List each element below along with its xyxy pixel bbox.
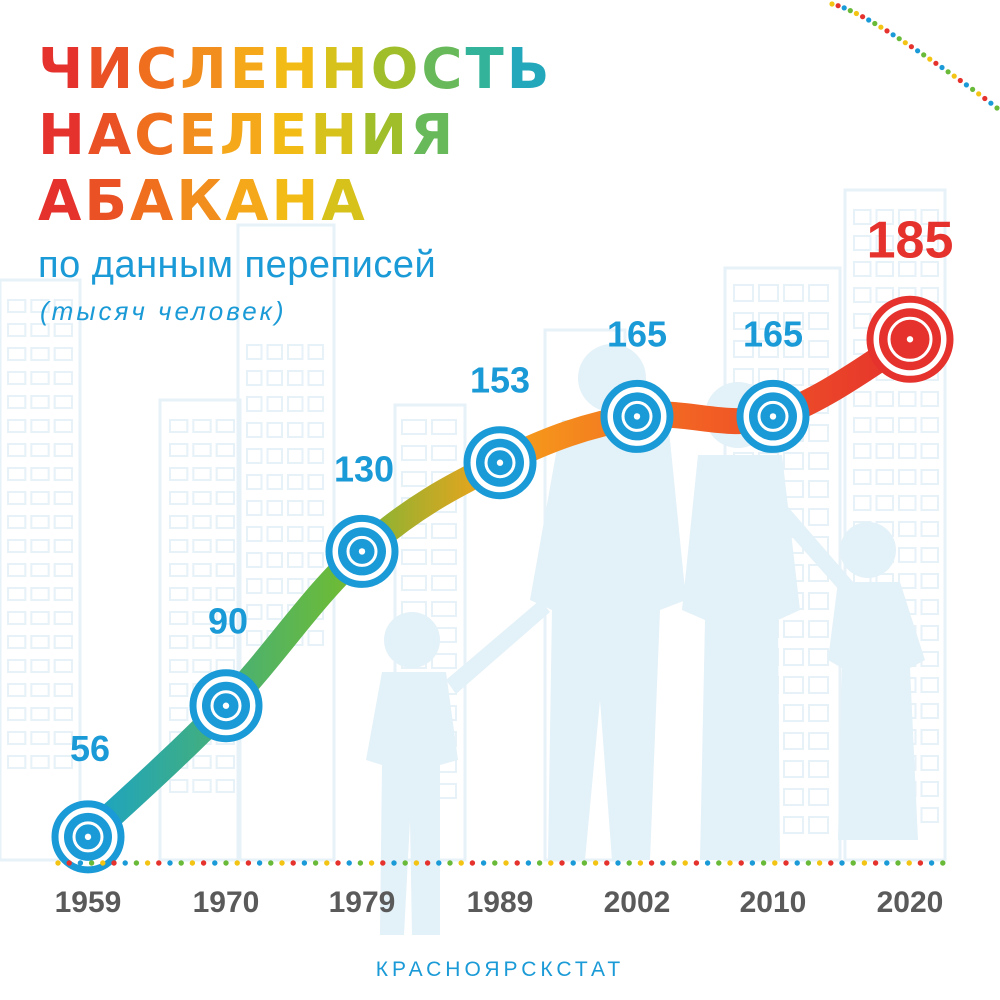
title-text: ЧИСЛЕННОСТЬ: [38, 37, 553, 102]
data-label: 153: [470, 360, 530, 401]
chart-subtitle: по данным переписей: [38, 244, 437, 286]
x-tick-label: 2010: [740, 886, 807, 919]
data-label: 165: [743, 313, 803, 354]
data-point-marker: [600, 379, 674, 453]
building-outline: [0, 278, 82, 862]
data-label: 185: [867, 211, 954, 269]
data-point-marker: [736, 379, 810, 453]
data-point-marker: [325, 514, 399, 588]
title-line-1: ЧИСЛЕННОСТЬ: [38, 42, 552, 98]
data-point-marker: [463, 426, 537, 500]
x-tick-label: 1989: [467, 886, 534, 919]
title-line-3: АБАКАНА: [38, 174, 368, 230]
data-point-marker: [866, 295, 954, 383]
x-tick-label: 2020: [877, 886, 944, 919]
data-point-marker: [189, 669, 263, 743]
building-outline: [843, 188, 947, 862]
title-text: НАСЕЛЕНИЯ: [38, 103, 457, 168]
x-tick-label: 1970: [193, 886, 260, 919]
data-label: 165: [607, 313, 667, 354]
x-tick-label: 1959: [55, 886, 122, 919]
data-label: 56: [70, 728, 110, 769]
x-tick-label: 1979: [329, 886, 396, 919]
title-text: АБАКАНА: [38, 169, 368, 234]
unit-label: (тысяч человек): [40, 296, 287, 326]
data-point-marker: [51, 800, 125, 874]
source-label: КРАСНОЯРСКСТАТ: [375, 958, 625, 981]
title-line-2: НАСЕЛЕНИЯ: [38, 108, 456, 164]
x-tick-label: 2002: [604, 886, 671, 919]
data-label: 90: [208, 601, 248, 642]
building-outline: [158, 398, 242, 862]
data-label: 130: [334, 448, 394, 489]
